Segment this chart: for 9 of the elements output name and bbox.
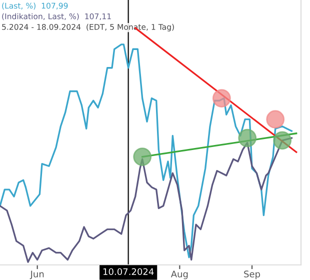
x-tick-label: Jun (30, 270, 44, 280)
point (212, 89, 231, 108)
x-tick-label: Aug (170, 270, 188, 280)
point (238, 128, 257, 148)
point (133, 148, 152, 166)
x-tick-label: Sep (244, 270, 260, 280)
ref-line-label: 10.07.2024 (103, 268, 154, 276)
point (266, 110, 285, 129)
point (273, 131, 292, 150)
